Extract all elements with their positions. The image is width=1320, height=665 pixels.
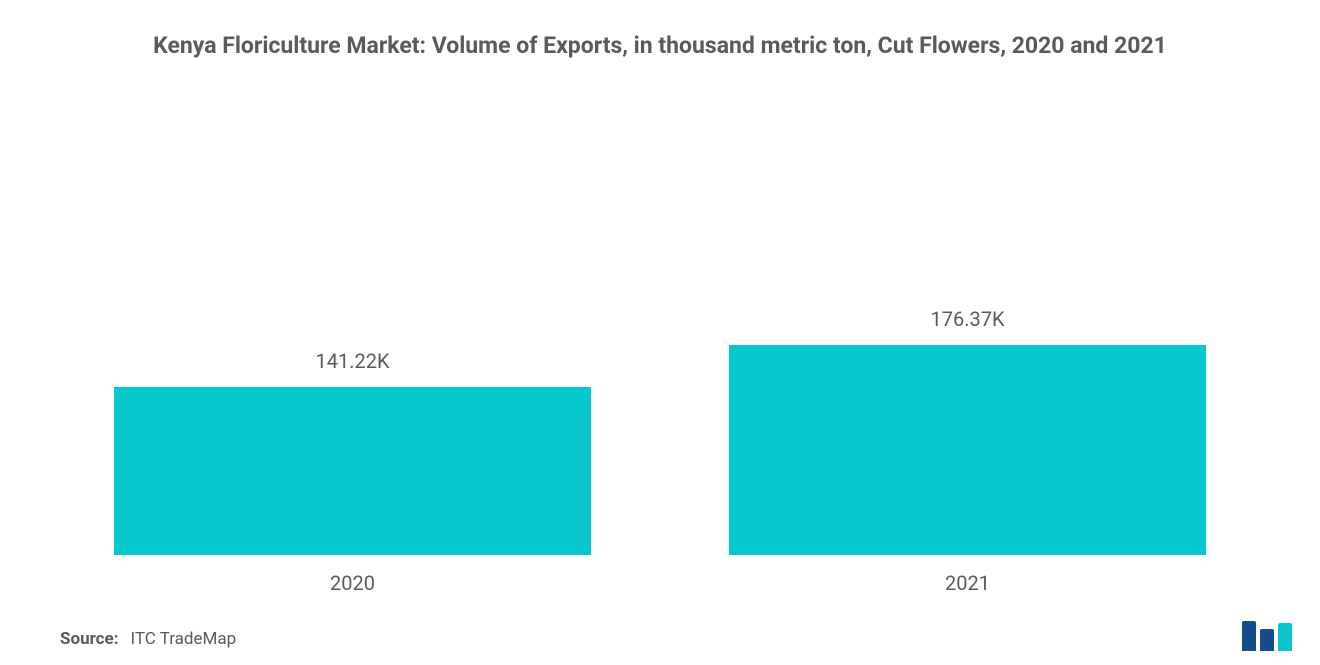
x-label-0: 2020 [82, 571, 623, 595]
bar-1 [729, 345, 1205, 555]
x-axis-labels: 2020 2021 [45, 571, 1275, 595]
brand-logo-icon [1242, 621, 1292, 651]
logo-bar-3 [1278, 623, 1292, 651]
source-value: ITC TradeMap [130, 629, 236, 649]
source-footer: Source: ITC TradeMap [60, 629, 236, 649]
source-label: Source: [60, 629, 118, 649]
bar-value-label-1: 176.37K [930, 307, 1004, 331]
bar-0 [114, 387, 590, 555]
chart-title: Kenya Floriculture Market: Volume of Exp… [0, 0, 1320, 61]
logo-bar-1 [1242, 621, 1256, 651]
bar-value-label-0: 141.22K [315, 349, 389, 373]
x-label-1: 2021 [697, 571, 1238, 595]
logo-bar-2 [1260, 629, 1274, 651]
bar-group-1: 176.37K [697, 307, 1238, 555]
bar-group-0: 141.22K [82, 349, 623, 555]
chart-plot-area: 141.22K 176.37K [45, 130, 1275, 555]
